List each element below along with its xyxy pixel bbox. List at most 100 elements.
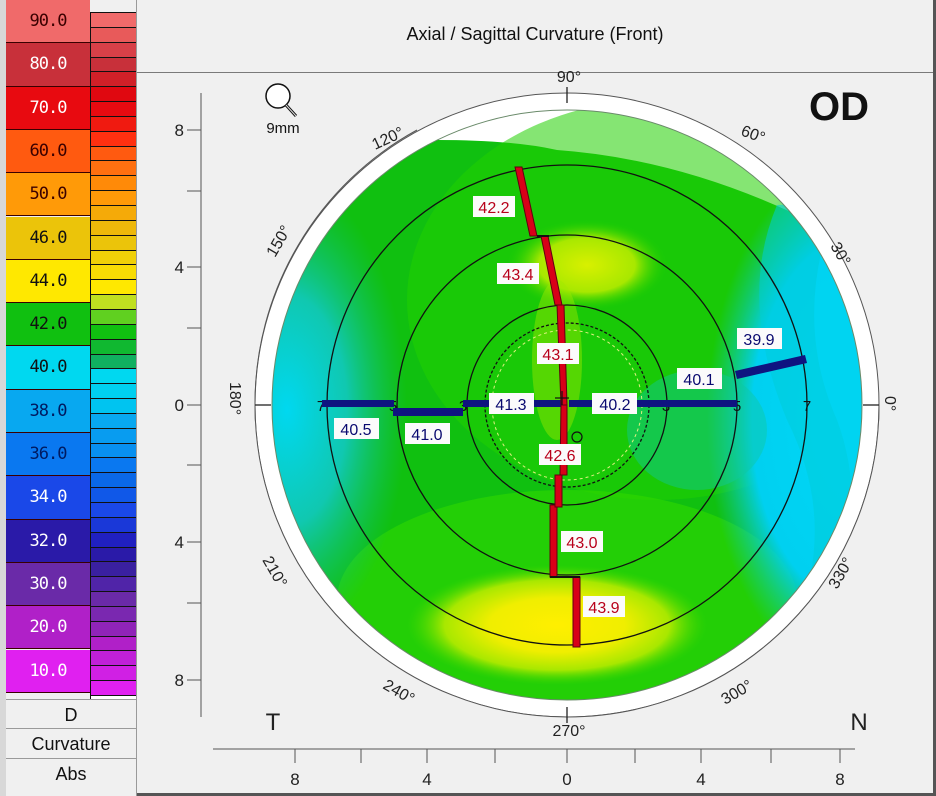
legend-band: 50.0 bbox=[6, 173, 90, 217]
curvature-map[interactable]: 7 5 3 3 5 7 bbox=[137, 0, 936, 796]
legend-stripe bbox=[90, 130, 136, 147]
legend-stripe bbox=[90, 234, 136, 251]
legend-stripe bbox=[90, 338, 136, 355]
svg-text:41.3: 41.3 bbox=[495, 397, 526, 414]
panel-bottom-edge bbox=[137, 793, 936, 796]
svg-text:0: 0 bbox=[175, 396, 184, 415]
legend-stripe bbox=[90, 86, 136, 103]
legend-stripe bbox=[90, 457, 136, 474]
legend-stripe bbox=[90, 501, 136, 518]
svg-text:43.4: 43.4 bbox=[502, 267, 533, 284]
y-axis: 8 4 0 4 8 bbox=[175, 93, 202, 717]
legend-stripe bbox=[90, 160, 136, 177]
svg-text:180°: 180° bbox=[226, 382, 243, 415]
svg-text:60°: 60° bbox=[739, 123, 768, 147]
map-title: Axial / Sagittal Curvature (Front) bbox=[406, 24, 664, 44]
legend-band: 40.0 bbox=[6, 346, 90, 390]
legend-band: 34.0 bbox=[6, 476, 90, 520]
svg-text:43.1: 43.1 bbox=[542, 347, 573, 364]
magnifier-icon bbox=[265, 83, 298, 118]
legend-band: 80.0 bbox=[6, 43, 90, 87]
panel-right-edge bbox=[933, 0, 936, 796]
legend-stripe bbox=[90, 308, 136, 325]
svg-text:42.6: 42.6 bbox=[544, 448, 575, 465]
legend-stripe bbox=[90, 635, 136, 652]
legend-stripe bbox=[90, 353, 136, 370]
legend-band: 70.0 bbox=[6, 86, 90, 130]
svg-text:8: 8 bbox=[175, 671, 184, 690]
color-scale-legend: 90.0 80.0 70.0 60.0 50.0 46.0 44.0 42.0 40.0 38.0… bbox=[6, 0, 137, 796]
svg-text:4: 4 bbox=[175, 533, 184, 552]
legend-mode-label[interactable]: Abs bbox=[6, 758, 136, 789]
legend-band: 30.0 bbox=[6, 562, 90, 607]
svg-text:42.2: 42.2 bbox=[478, 200, 509, 217]
svg-text:8: 8 bbox=[835, 770, 844, 789]
legend-stripe bbox=[90, 487, 136, 503]
legend-band: 10.0 bbox=[6, 649, 90, 693]
svg-text:8: 8 bbox=[290, 770, 299, 789]
svg-text:4: 4 bbox=[175, 258, 184, 277]
legend-stripe bbox=[90, 576, 136, 593]
svg-text:43.0: 43.0 bbox=[566, 535, 597, 552]
legend-stripe bbox=[90, 323, 136, 340]
steep-values: 42.2 43.4 43.1 42.6 43.0 43.9 bbox=[473, 196, 625, 617]
legend-stripe bbox=[90, 190, 136, 207]
svg-text:4: 4 bbox=[696, 770, 705, 789]
flat-values: 40.5 41.0 41.3 40.2 40.1 39.9 bbox=[334, 328, 782, 444]
pupil-center-mark bbox=[555, 391, 583, 443]
svg-text:43.9: 43.9 bbox=[588, 600, 619, 617]
legend-stripe bbox=[90, 12, 136, 28]
legend-stripe bbox=[90, 249, 136, 266]
svg-text:4: 4 bbox=[422, 770, 431, 789]
legend-stripe bbox=[90, 546, 136, 563]
svg-text:0°: 0° bbox=[881, 396, 898, 411]
legend-stripe bbox=[90, 56, 136, 73]
legend-band: 60.0 bbox=[6, 129, 90, 174]
topography-panel: Axial / Sagittal Curvature (Front) bbox=[137, 0, 936, 796]
svg-text:270°: 270° bbox=[552, 723, 585, 740]
legend-type-label[interactable]: Curvature bbox=[6, 728, 136, 759]
legend-stripe bbox=[90, 71, 136, 88]
legend-unit-label[interactable]: D bbox=[6, 699, 136, 730]
svg-text:39.9: 39.9 bbox=[743, 332, 774, 349]
svg-text:41.0: 41.0 bbox=[411, 427, 442, 444]
legend-band: 46.0 bbox=[6, 216, 90, 260]
temporal-label: T bbox=[266, 709, 281, 736]
legend-stripe bbox=[90, 279, 136, 296]
legend-stripe bbox=[90, 26, 136, 43]
x-axis: 8 4 0 4 8 bbox=[213, 748, 855, 789]
legend-band: 20.0 bbox=[6, 606, 90, 650]
legend-stripe bbox=[90, 368, 136, 385]
legend-stripe bbox=[90, 665, 136, 682]
legend-band: 38.0 bbox=[6, 389, 90, 433]
nasal-label: N bbox=[850, 709, 867, 736]
legend-stripe bbox=[90, 101, 136, 117]
svg-text:40.2: 40.2 bbox=[599, 397, 630, 414]
legend-stripe bbox=[90, 472, 136, 489]
svg-text:40.1: 40.1 bbox=[683, 372, 714, 389]
legend-stripe bbox=[90, 427, 136, 444]
eye-label: OD bbox=[809, 85, 869, 129]
legend-stripe bbox=[90, 41, 136, 58]
legend-stripe bbox=[90, 205, 136, 221]
legend-stripe bbox=[90, 620, 136, 637]
legend-stripe bbox=[90, 605, 136, 622]
legend-stripe bbox=[90, 219, 136, 236]
map-title-bar: Axial / Sagittal Curvature (Front) bbox=[137, 0, 933, 73]
angle-ticks bbox=[255, 87, 879, 723]
legend-band: 36.0 bbox=[6, 433, 90, 477]
legend-stripe bbox=[90, 650, 136, 667]
legend-band: 44.0 bbox=[6, 259, 90, 304]
legend-stripe bbox=[90, 412, 136, 429]
legend-stripe bbox=[90, 115, 136, 132]
legend-stripe bbox=[90, 591, 136, 607]
legend-stripe bbox=[90, 561, 136, 578]
legend-stripe bbox=[90, 383, 136, 400]
legend-band: 90.0 bbox=[6, 0, 90, 44]
zoom-level-label: 9mm bbox=[266, 120, 299, 137]
legend-stripe bbox=[90, 175, 136, 192]
svg-text:90°: 90° bbox=[557, 69, 581, 86]
zoom-button[interactable]: 9mm bbox=[265, 83, 300, 137]
svg-text:150°: 150° bbox=[264, 223, 295, 260]
legend-band: 42.0 bbox=[6, 303, 90, 347]
